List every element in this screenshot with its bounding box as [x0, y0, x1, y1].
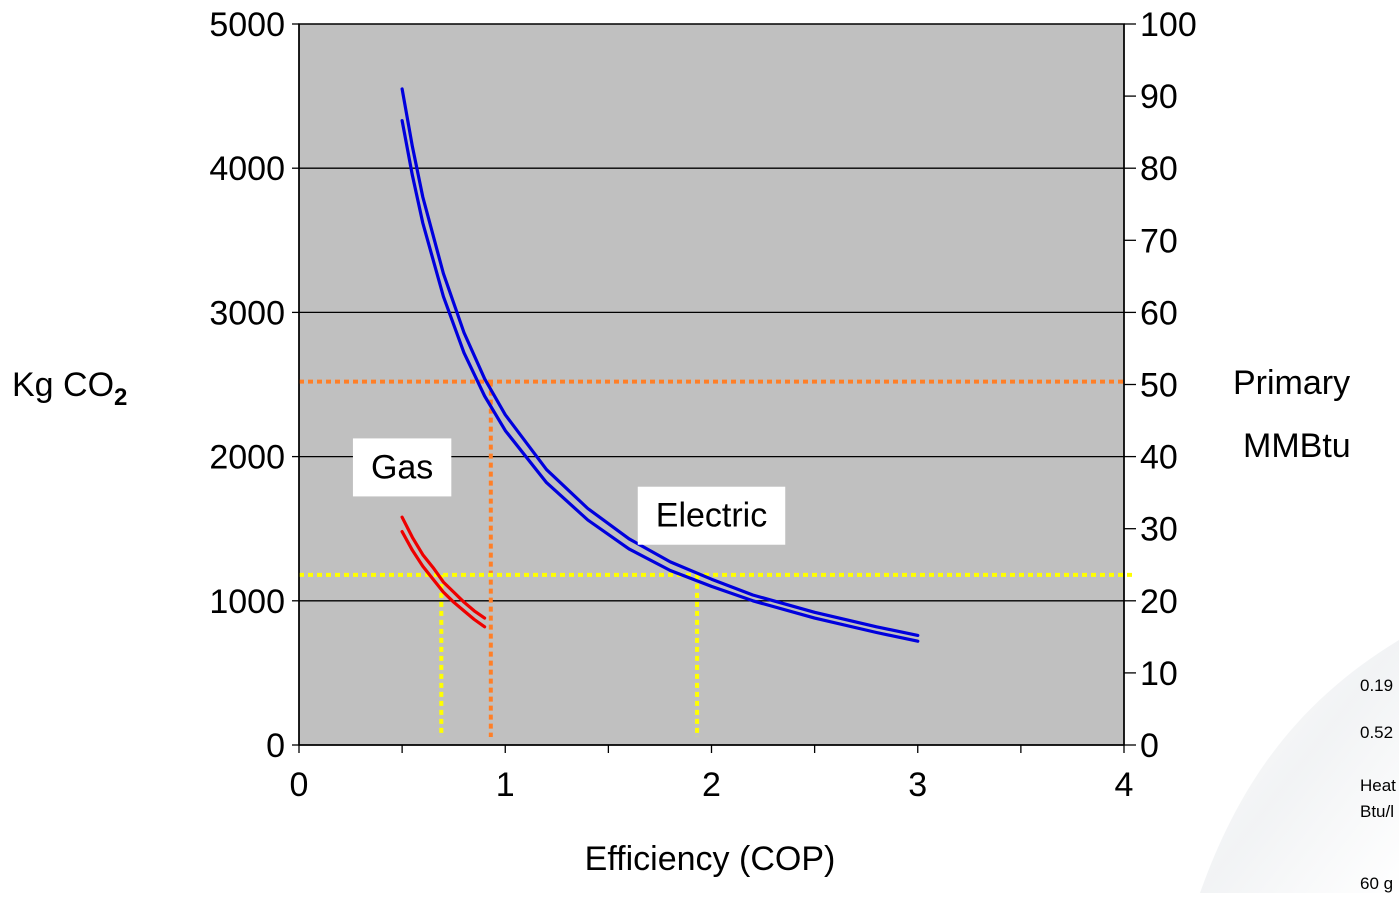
series-label-box-electric — [637, 486, 786, 545]
y-right-tick-label-80: 80 — [1140, 150, 1178, 188]
y-right-tick-label-100: 100 — [1140, 6, 1197, 44]
y-left-tick-label-3000: 3000 — [209, 294, 285, 332]
y-right-tick-label-50: 50 — [1140, 367, 1178, 405]
y-right-tick-label-60: 60 — [1140, 294, 1178, 332]
y-left-tick-label-4000: 4000 — [209, 150, 285, 188]
series-label-gas: Gas — [371, 448, 433, 486]
series-label-electric: Electric — [656, 497, 767, 535]
x-tick-label-1: 1 — [496, 766, 515, 804]
y-axis-left-title: Kg CO2 — [12, 366, 127, 411]
y-right-tick-label-40: 40 — [1140, 439, 1178, 477]
series-gas-line-2 — [400, 529, 487, 629]
x-tick-label-4: 4 — [1115, 766, 1134, 804]
background-swoosh — [1200, 640, 1399, 893]
plot-area — [298, 23, 1125, 746]
y-left-tick-label-5000: 5000 — [209, 6, 285, 44]
axes: 0100020003000400050000102030405060708090… — [209, 6, 1196, 804]
y-axis-left-title-sub: 2 — [114, 384, 127, 411]
y-right-tick-label-90: 90 — [1140, 78, 1178, 116]
series-lines — [400, 87, 920, 643]
side-note-4: Btu/l — [1360, 802, 1394, 821]
y-axis-right-title-line1: Primary — [1233, 364, 1350, 402]
x-tick-label-2: 2 — [702, 766, 721, 804]
y-right-tick-label-70: 70 — [1140, 222, 1178, 260]
y-left-tick-label-1000: 1000 — [209, 583, 285, 621]
y-right-tick-label-30: 30 — [1140, 511, 1178, 549]
series-gas-line-1 — [400, 515, 487, 620]
series-labels: Gas Electric — [352, 438, 786, 545]
y-right-tick-label-0: 0 — [1140, 727, 1159, 765]
y-right-tick-label-20: 20 — [1140, 583, 1178, 621]
series-label-box-gas — [352, 438, 452, 497]
y-axis-right-title-line2: MMBtu — [1243, 427, 1351, 465]
side-note-2: 0.52 — [1360, 723, 1393, 742]
series-electric-line-1 — [400, 87, 920, 638]
y-left-tick-label-2000: 2000 — [209, 439, 285, 477]
side-note-1: 0.19 — [1360, 676, 1393, 695]
x-tick-label-0: 0 — [290, 766, 309, 804]
side-note-3: Heat — [1360, 776, 1396, 795]
y-axis-left-title-main: Kg CO — [12, 366, 114, 404]
x-tick-label-3: 3 — [908, 766, 927, 804]
side-note-5: 60 g — [1360, 874, 1393, 893]
y-right-tick-label-10: 10 — [1140, 655, 1178, 693]
y-left-tick-label-0: 0 — [266, 727, 285, 765]
x-axis-title: Efficiency (COP) — [585, 840, 836, 878]
series-electric-line-2 — [400, 118, 920, 643]
